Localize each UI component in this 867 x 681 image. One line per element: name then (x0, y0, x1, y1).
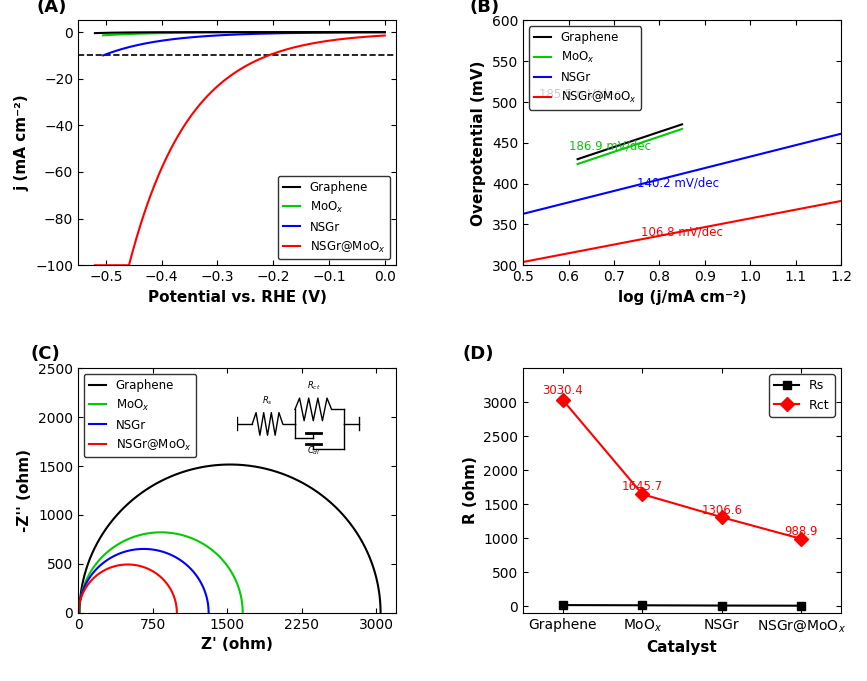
Y-axis label: -Z'' (ohm): -Z'' (ohm) (17, 449, 32, 532)
Text: 106.8 mV/dec: 106.8 mV/dec (642, 225, 723, 238)
Text: (C): (C) (30, 345, 60, 363)
Y-axis label: Overpotential (mV): Overpotential (mV) (472, 60, 486, 225)
Text: 3030.4: 3030.4 (543, 384, 583, 397)
Text: 185.5 mV/dec: 185.5 mV/dec (539, 88, 621, 101)
X-axis label: Z' (ohm): Z' (ohm) (201, 637, 273, 652)
Text: 1306.6: 1306.6 (701, 503, 742, 516)
Legend: Rs, Rct: Rs, Rct (769, 375, 835, 417)
Text: 1645.7: 1645.7 (622, 480, 663, 494)
Y-axis label: R (ohm): R (ohm) (463, 456, 478, 524)
Text: 186.9 mV/dec: 186.9 mV/dec (569, 140, 650, 153)
Text: (B): (B) (469, 0, 499, 16)
X-axis label: log (j/mA cm⁻²): log (j/mA cm⁻²) (618, 289, 746, 304)
X-axis label: Catalyst: Catalyst (647, 639, 717, 654)
Y-axis label: j (mA cm⁻²): j (mA cm⁻²) (15, 95, 29, 191)
Legend: Graphene, MoO$_x$, NSGr, NSGr@MoO$_x$: Graphene, MoO$_x$, NSGr, NSGr@MoO$_x$ (529, 27, 642, 110)
X-axis label: Potential vs. RHE (V): Potential vs. RHE (V) (147, 289, 326, 304)
Text: (D): (D) (463, 345, 494, 363)
Text: 140.2 mV/dec: 140.2 mV/dec (636, 177, 719, 190)
Legend: Graphene, MoO$_x$, NSGr, NSGr@MoO$_x$: Graphene, MoO$_x$, NSGr, NSGr@MoO$_x$ (277, 176, 390, 259)
Legend: Graphene, MoO$_x$, NSGr, NSGr@MoO$_x$: Graphene, MoO$_x$, NSGr, NSGr@MoO$_x$ (84, 374, 196, 458)
Text: 988.9: 988.9 (785, 525, 818, 538)
Text: (A): (A) (36, 0, 67, 16)
